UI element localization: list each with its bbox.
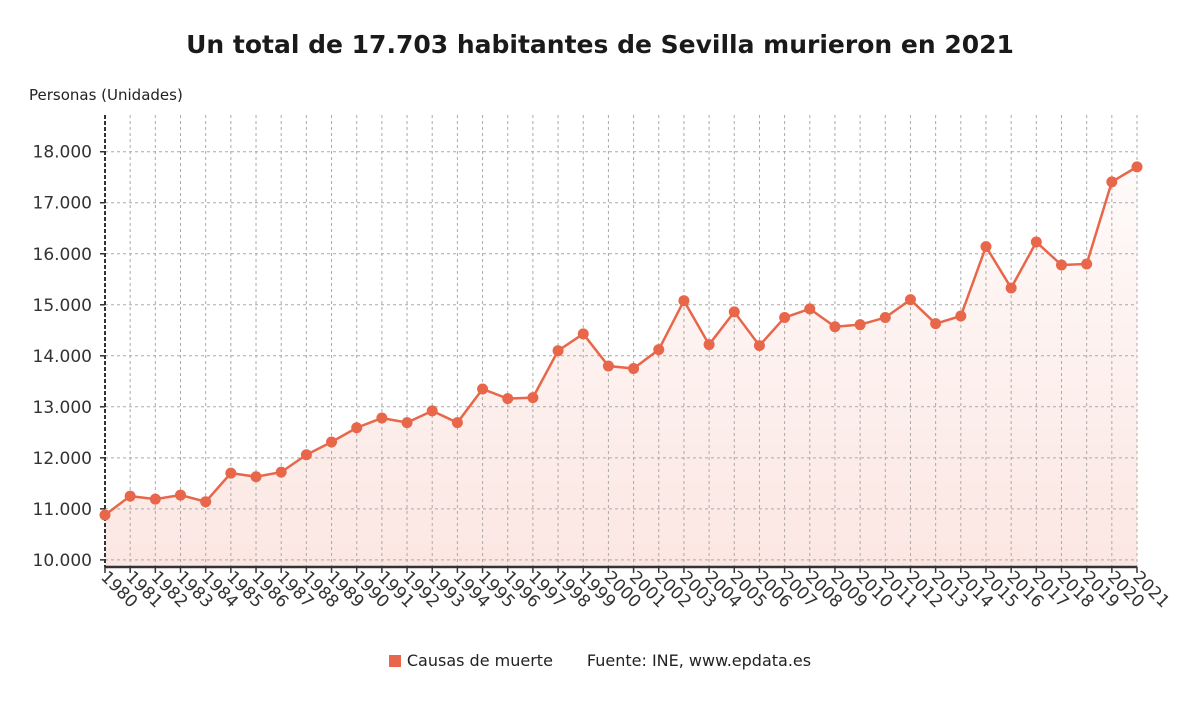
data-point <box>728 306 740 318</box>
data-point <box>930 318 942 330</box>
data-point <box>678 295 690 307</box>
data-point <box>99 509 111 521</box>
data-point <box>779 312 791 324</box>
data-point <box>376 412 388 424</box>
data-point <box>527 392 539 404</box>
data-point <box>275 466 287 478</box>
y-tick-label: 17.000 <box>33 194 92 214</box>
data-point <box>628 363 640 375</box>
data-point <box>149 493 161 505</box>
data-point <box>602 360 614 372</box>
y-tick-label: 16.000 <box>33 245 92 265</box>
data-point <box>1055 259 1067 271</box>
data-point <box>451 417 463 429</box>
legend-label: Causas de muerte <box>406 651 553 670</box>
data-point <box>829 321 841 333</box>
data-point <box>300 449 312 461</box>
data-point <box>124 490 136 502</box>
data-point <box>804 303 816 315</box>
y-tick-label: 10.000 <box>33 551 92 571</box>
chart-title: Un total de 17.703 habitantes de Sevilla… <box>186 30 1014 59</box>
y-tick-label: 14.000 <box>33 347 92 367</box>
legend-swatch <box>388 655 401 667</box>
data-point <box>1081 258 1093 270</box>
data-point <box>175 489 187 501</box>
data-point <box>980 241 992 253</box>
data-point <box>703 339 715 351</box>
legend: Causas de muerte Fuente: INE, www.epdata.… <box>0 651 1200 670</box>
data-point <box>477 383 489 395</box>
data-point <box>250 471 262 483</box>
data-point <box>1106 176 1118 188</box>
data-point <box>1131 161 1143 173</box>
data-point <box>854 319 866 331</box>
data-point <box>225 467 237 479</box>
y-tick-label: 15.000 <box>33 296 92 316</box>
y-tick-label: 11.000 <box>33 500 92 520</box>
y-tick-label: 13.000 <box>33 398 92 418</box>
data-point <box>351 422 363 434</box>
data-point <box>326 436 338 448</box>
data-point <box>753 340 765 352</box>
area-fill <box>105 166 1137 568</box>
data-point <box>577 328 589 340</box>
data-point <box>653 344 665 356</box>
data-point <box>904 294 916 306</box>
data-point <box>502 393 514 405</box>
y-tick-label: 18.000 <box>33 143 92 163</box>
y-tick-label: 12.000 <box>33 449 92 469</box>
data-point <box>552 345 564 357</box>
data-point <box>401 417 413 429</box>
data-point <box>955 310 967 322</box>
data-point <box>1030 236 1042 248</box>
data-point <box>426 405 438 417</box>
y-axis-label: Personas (Unidades) <box>29 86 183 104</box>
data-point <box>1005 282 1017 294</box>
data-point <box>879 312 891 324</box>
data-point <box>200 496 212 508</box>
source-text: Fuente: INE, www.epdata.es <box>586 651 812 670</box>
